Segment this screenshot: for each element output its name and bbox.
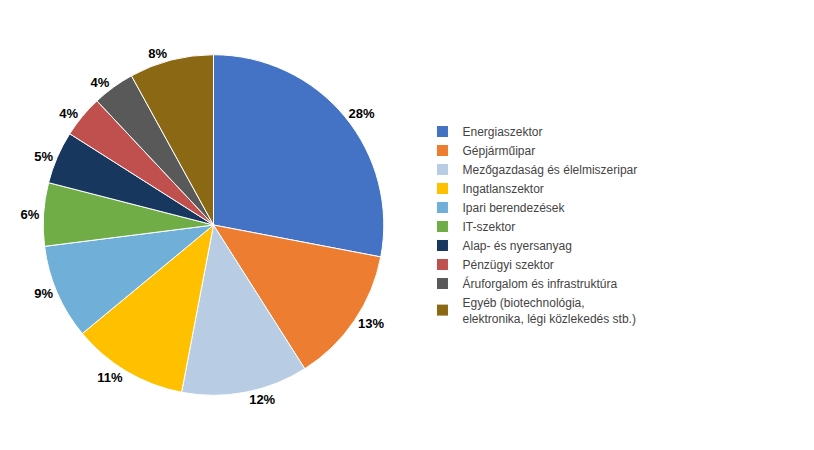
svg-text:5%: 5% bbox=[34, 149, 53, 164]
svg-text:Ingatlanszektor: Ingatlanszektor bbox=[462, 182, 543, 196]
svg-text:Ipari berendezések: Ipari berendezések bbox=[462, 201, 565, 215]
svg-text:Egyéb (biotechnológia,elektron: Egyéb (biotechnológia,elektronika, légi … bbox=[462, 296, 635, 326]
svg-text:Pénzügyi szektor: Pénzügyi szektor bbox=[462, 258, 553, 272]
svg-text:12%: 12% bbox=[249, 392, 275, 407]
svg-text:9%: 9% bbox=[34, 286, 53, 301]
svg-text:13%: 13% bbox=[358, 316, 384, 331]
svg-text:IT-szektor: IT-szektor bbox=[462, 220, 515, 234]
svg-text:Alap- és nyersanyag: Alap- és nyersanyag bbox=[462, 239, 571, 253]
svg-text:28%: 28% bbox=[348, 106, 374, 121]
svg-text:6%: 6% bbox=[21, 207, 40, 222]
svg-text:Áruforgalom és infrastruktúra: Áruforgalom és infrastruktúra bbox=[462, 276, 617, 291]
svg-text:4%: 4% bbox=[59, 106, 78, 121]
svg-text:Energiaszektor: Energiaszektor bbox=[462, 125, 542, 139]
svg-text:8%: 8% bbox=[148, 46, 167, 61]
svg-text:Gépjárműipar: Gépjárműipar bbox=[462, 144, 535, 158]
svg-text:Mezőgazdaság és élelmiszeripar: Mezőgazdaság és élelmiszeripar bbox=[462, 163, 637, 177]
svg-text:11%: 11% bbox=[97, 370, 123, 385]
svg-text:4%: 4% bbox=[90, 75, 109, 90]
